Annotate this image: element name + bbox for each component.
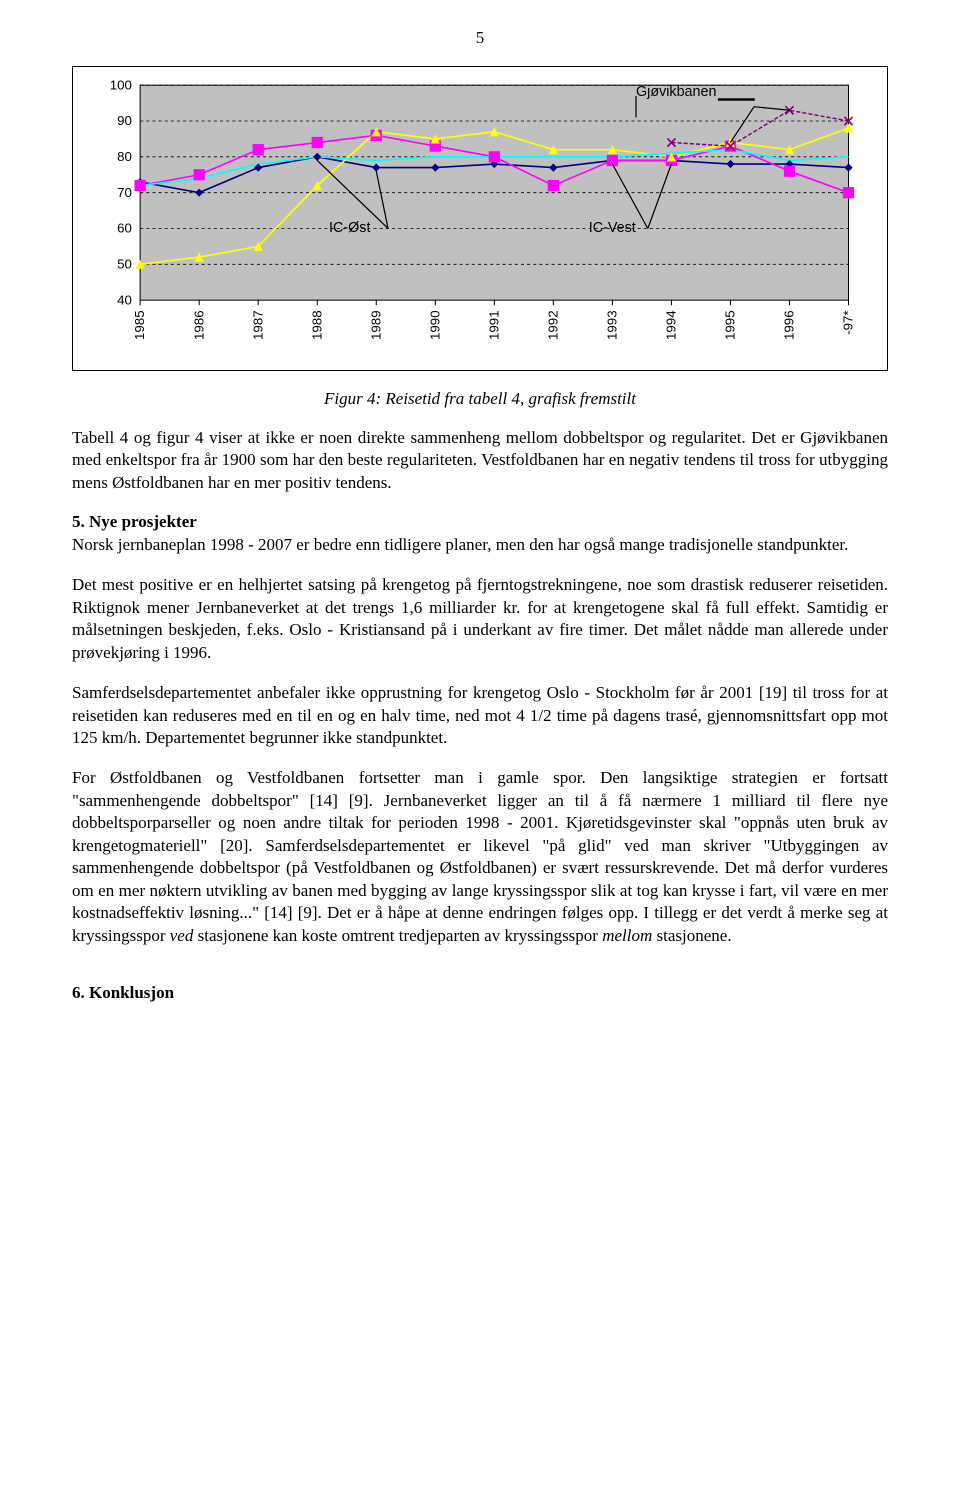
svg-text:1986: 1986 [191,310,206,340]
page: 5 40 50 60 70 80 90 100 1985 1986 1987 1988 1989 199… [0,0,960,1045]
svg-text:1988: 1988 [309,310,324,340]
svg-text:1991: 1991 [486,310,501,340]
paragraph-5-pre: For Østfoldbanen og Vestfoldbanen fortse… [72,768,888,944]
paragraph-5: For Østfoldbanen og Vestfoldbanen fortse… [72,767,888,947]
svg-text:1993: 1993 [604,310,619,340]
svg-text:-97*: -97* [841,310,856,334]
figure-caption: Figur 4: Reisetid fra tabell 4, grafisk … [72,389,888,409]
paragraph-2: Norsk jernbaneplan 1998 - 2007 er bedre … [72,534,888,556]
paragraph-3: Det mest positive er en helhjertet satsi… [72,574,888,664]
paragraph-1: Tabell 4 og figur 4 viser at ikke er noe… [72,427,888,494]
svg-text:100: 100 [110,77,132,92]
svg-text:1989: 1989 [368,310,383,340]
paragraph-5-post: stasjonene. [652,926,731,945]
chart-container: 40 50 60 70 80 90 100 1985 1986 1987 1988 1989 1990 1… [72,66,888,371]
svg-text:1994: 1994 [664,310,679,340]
svg-text:1995: 1995 [723,310,738,340]
section-5-heading: 5. Nye prosjekter [72,512,888,532]
svg-text:1996: 1996 [782,310,797,340]
page-number: 5 [72,28,888,48]
paragraph-5-em2: mellom [602,926,652,945]
section-6-heading: 6. Konklusjon [72,983,888,1003]
svg-text:60: 60 [117,221,132,236]
svg-text:Gjøvikbanen: Gjøvikbanen [636,84,716,100]
svg-text:1992: 1992 [545,310,560,340]
svg-text:50: 50 [117,256,132,271]
svg-text:1985: 1985 [132,310,147,340]
paragraph-5-mid: stasjonene kan koste omtrent tredjeparte… [193,926,602,945]
svg-text:IC-Vest: IC-Vest [589,220,636,236]
paragraph-5-em1: ved [170,926,194,945]
svg-text:1987: 1987 [250,310,265,340]
svg-text:40: 40 [117,292,132,307]
svg-text:70: 70 [117,185,132,200]
svg-text:IC-Øst: IC-Øst [329,220,370,236]
svg-text:80: 80 [117,149,132,164]
reisetid-chart: 40 50 60 70 80 90 100 1985 1986 1987 1988 1989 1990 1… [91,77,869,364]
paragraph-4: Samferdselsdepartementet anbefaler ikke … [72,682,888,749]
svg-text:90: 90 [117,113,132,128]
svg-text:1990: 1990 [427,310,442,340]
